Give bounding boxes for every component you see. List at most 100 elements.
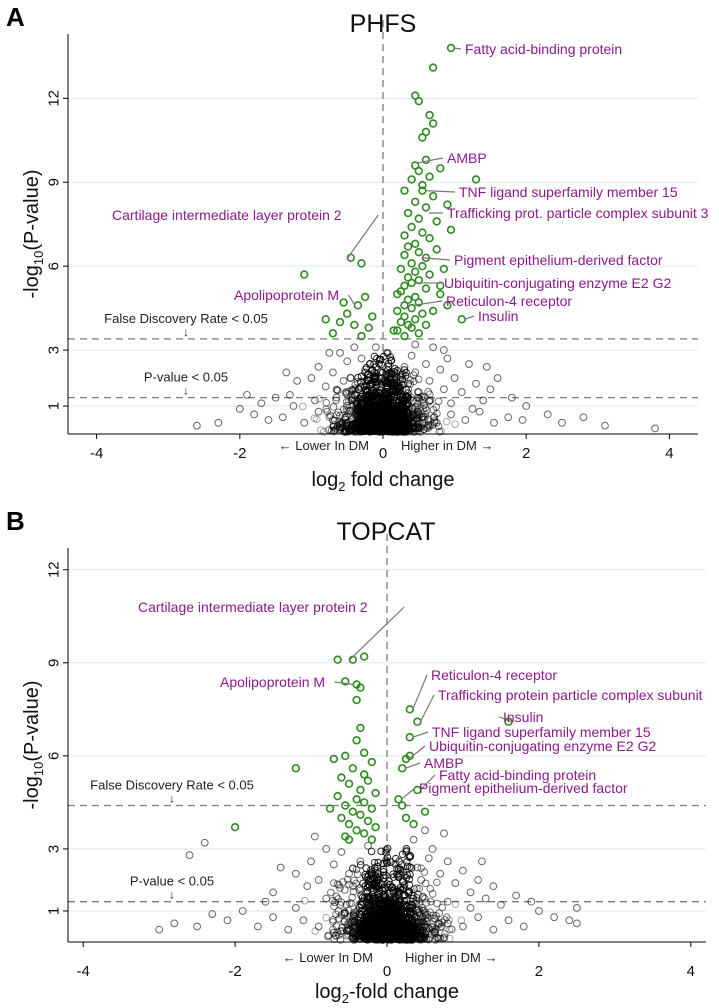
data-point-background	[338, 926, 346, 935]
data-point-background	[390, 895, 399, 903]
data-point-nonsignificant	[425, 396, 434, 405]
data-point-significant	[343, 309, 352, 318]
data-point-background	[382, 846, 390, 854]
data-point-background	[422, 899, 431, 907]
data-point-background	[367, 847, 376, 856]
data-point-background	[377, 360, 385, 369]
data-point-significant	[371, 788, 380, 798]
data-point-nonsignificant	[651, 424, 659, 433]
data-point-significant	[428, 119, 438, 128]
data-point-nonsignificant	[474, 876, 483, 884]
data-point-nonsignificant	[443, 919, 452, 928]
data-point-significant	[425, 270, 434, 279]
data-point-nonsignificant	[486, 385, 495, 394]
data-point-nonsignificant	[550, 913, 558, 922]
data-point-significant	[341, 751, 350, 761]
annotation-leader	[408, 745, 426, 760]
data-point-nonsignificant	[291, 903, 300, 912]
data-point-nonsignificant	[264, 416, 273, 424]
down-arrow-icon: ↓	[183, 325, 189, 339]
data-point-nonsignificant	[490, 418, 498, 427]
y-tick-label: 3	[46, 346, 63, 354]
data-point-nonsignificant	[417, 876, 426, 884]
data-point-significant	[457, 315, 466, 324]
data-point-nonsignificant	[459, 922, 467, 931]
data-point-background	[407, 900, 416, 909]
data-point-significant	[357, 259, 366, 268]
data-point-significant	[421, 155, 431, 165]
data-point-significant	[356, 810, 365, 820]
data-point-background	[347, 899, 356, 908]
data-point-nonsignificant	[543, 410, 552, 419]
data-point-significant	[428, 306, 438, 316]
y-axis-label: -log10(P-value)	[21, 170, 46, 299]
data-point-background	[370, 360, 378, 369]
data-point-significant	[432, 217, 441, 226]
data-point-background	[421, 894, 429, 903]
data-point-nonsignificant	[361, 365, 370, 374]
data-point-significant	[414, 247, 423, 257]
data-point-significant	[425, 110, 434, 120]
data-point-background	[345, 880, 353, 889]
data-point-background	[315, 394, 323, 403]
data-point-significant	[341, 801, 350, 810]
data-point-background	[333, 928, 342, 937]
annotation-label: TNF ligand superfamily member 15	[432, 724, 651, 740]
data-point-background	[442, 417, 451, 426]
y-tick-label: 9	[46, 178, 63, 186]
data-point-nonsignificant	[269, 888, 277, 897]
data-point-nonsignificant	[393, 421, 402, 430]
data-point-nonsignificant	[299, 916, 308, 925]
data-point-significant	[414, 214, 423, 223]
data-point-nonsignificant	[311, 396, 319, 405]
data-point-nonsignificant	[350, 343, 359, 352]
data-point-nonsignificant	[404, 416, 412, 424]
data-point-background	[358, 907, 366, 915]
data-point-significant	[333, 655, 342, 664]
data-point-nonsignificant	[291, 869, 300, 878]
data-point-significant	[407, 303, 416, 313]
lower-in-dm-label: ← Lower In DM	[279, 438, 369, 453]
data-point-background	[379, 865, 388, 873]
data-point-nonsignificant	[447, 410, 455, 419]
data-point-background	[392, 914, 400, 923]
data-point-significant	[230, 823, 240, 832]
data-point-background	[405, 881, 414, 889]
data-point-nonsignificant	[382, 410, 391, 419]
y-tick-label: 1	[46, 907, 63, 915]
data-point-significant	[411, 315, 420, 324]
data-point-background	[406, 870, 414, 879]
data-point-significant	[409, 819, 418, 829]
data-point-nonsignificant	[375, 879, 384, 887]
annotation-leader	[412, 731, 429, 738]
data-point-significant	[328, 329, 338, 338]
data-point-nonsignificant	[466, 903, 475, 912]
data-point-nonsignificant	[436, 869, 445, 878]
data-point-nonsignificant	[558, 418, 566, 427]
data-point-nonsignificant	[489, 925, 498, 934]
data-point-significant	[436, 164, 445, 173]
data-point-nonsignificant	[289, 402, 298, 410]
data-point-nonsignificant	[407, 351, 416, 360]
data-point-nonsignificant	[357, 418, 366, 427]
data-point-nonsignificant	[257, 399, 266, 408]
data-point-nonsignificant	[356, 857, 365, 866]
annotation-label: Apolipoprotein M	[234, 287, 339, 303]
data-point-significant	[348, 764, 358, 773]
chart-title: TOPCAT	[336, 518, 435, 546]
data-point-background	[396, 427, 405, 436]
data-point-significant	[411, 267, 420, 276]
data-point-background	[402, 858, 411, 866]
data-point-significant	[337, 813, 346, 823]
data-point-significant	[393, 326, 402, 335]
data-point-background	[384, 362, 393, 371]
data-point-significant	[407, 175, 416, 184]
data-point-nonsignificant	[461, 416, 470, 424]
x-tick-label: 4	[665, 445, 673, 462]
data-point-background	[352, 400, 361, 408]
data-point-background	[344, 427, 353, 436]
data-point-nonsignificant	[497, 900, 505, 909]
data-point-nonsignificant	[214, 418, 223, 427]
data-point-background	[383, 844, 392, 853]
down-arrow-icon: ↓	[183, 384, 189, 398]
